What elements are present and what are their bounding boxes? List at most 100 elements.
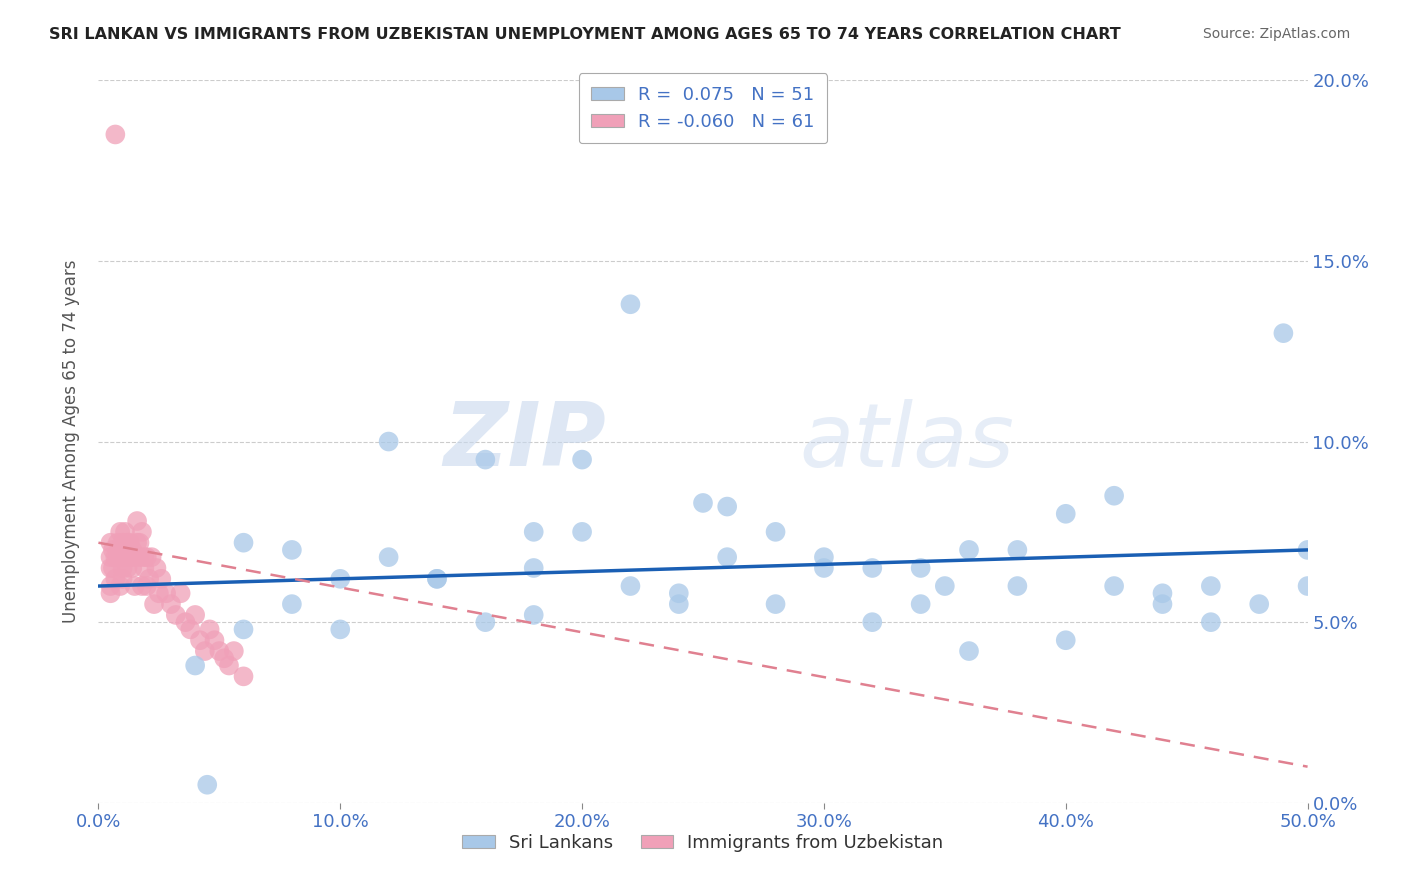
Point (111, 550, 134, 565)
Point (111, 542, 134, 557)
Point (108, 579, 131, 593)
Point (111, 572, 134, 586)
Point (188, 633, 211, 648)
Point (957, 542, 980, 557)
Point (127, 535, 149, 549)
Point (198, 623, 221, 637)
Point (426, 572, 449, 586)
Point (100, 579, 122, 593)
Point (910, 597, 932, 611)
Point (957, 644, 980, 658)
Point (281, 597, 304, 611)
Point (100, 535, 122, 549)
Point (108, 524, 131, 539)
Point (121, 542, 143, 557)
Point (160, 597, 183, 611)
Point (138, 572, 160, 586)
Point (148, 586, 170, 600)
Text: SRI LANKAN VS IMMIGRANTS FROM UZBEKISTAN UNEMPLOYMENT AMONG AGES 65 TO 74 YEARS : SRI LANKAN VS IMMIGRANTS FROM UZBEKISTAN… (49, 27, 1121, 42)
Point (111, 535, 134, 549)
Point (474, 452, 496, 467)
Point (124, 579, 146, 593)
Point (934, 579, 956, 593)
Point (232, 623, 254, 637)
Y-axis label: Unemployment Among Ages 65 to 74 years: Unemployment Among Ages 65 to 74 years (62, 260, 80, 624)
Point (1054, 633, 1077, 648)
Point (101, 561, 124, 575)
Point (1296, 542, 1319, 557)
Point (101, 542, 124, 557)
Point (1199, 579, 1222, 593)
Point (117, 535, 139, 549)
Point (124, 550, 146, 565)
Point (377, 550, 399, 565)
Point (1054, 507, 1077, 521)
Point (571, 452, 593, 467)
Point (100, 586, 122, 600)
Point (1152, 586, 1174, 600)
Point (104, 572, 127, 586)
Point (765, 524, 787, 539)
Point (860, 561, 883, 575)
Point (716, 550, 738, 565)
Point (134, 561, 156, 575)
Point (165, 607, 187, 622)
Point (111, 561, 134, 575)
Point (131, 579, 153, 593)
Point (128, 535, 150, 549)
Point (232, 669, 254, 683)
Point (135, 550, 157, 565)
Point (619, 579, 641, 593)
Point (329, 623, 352, 637)
Point (232, 535, 254, 549)
Point (104, 128, 127, 142)
Point (1199, 615, 1222, 630)
Point (194, 644, 217, 658)
Point (131, 524, 153, 539)
Point (571, 524, 593, 539)
Point (184, 658, 207, 673)
Point (107, 535, 129, 549)
Point (118, 550, 141, 565)
Point (813, 561, 835, 575)
Point (184, 607, 207, 622)
Point (813, 550, 835, 565)
Point (1152, 597, 1174, 611)
Point (118, 535, 141, 549)
Point (860, 615, 883, 630)
Point (523, 607, 546, 622)
Point (100, 550, 122, 565)
Point (141, 550, 163, 565)
Point (765, 597, 787, 611)
Text: Source: ZipAtlas.com: Source: ZipAtlas.com (1202, 27, 1350, 41)
Point (195, 778, 218, 792)
Point (426, 572, 449, 586)
Point (204, 633, 226, 648)
Point (150, 572, 173, 586)
Point (135, 579, 157, 593)
Point (145, 561, 167, 575)
Point (1296, 579, 1319, 593)
Point (208, 644, 231, 658)
Point (692, 496, 714, 510)
Point (523, 524, 546, 539)
Point (1102, 489, 1125, 503)
Text: ZIP: ZIP (443, 398, 606, 485)
Point (910, 561, 932, 575)
Point (107, 550, 129, 565)
Point (619, 297, 641, 311)
Point (1007, 579, 1029, 593)
Point (114, 524, 136, 539)
Point (281, 542, 304, 557)
Point (127, 514, 149, 528)
Point (212, 651, 235, 665)
Point (174, 615, 197, 630)
Point (179, 623, 201, 637)
Point (1102, 579, 1125, 593)
Point (377, 434, 399, 449)
Point (218, 658, 240, 673)
Point (716, 500, 738, 514)
Point (134, 550, 156, 565)
Point (155, 586, 177, 600)
Point (668, 597, 690, 611)
